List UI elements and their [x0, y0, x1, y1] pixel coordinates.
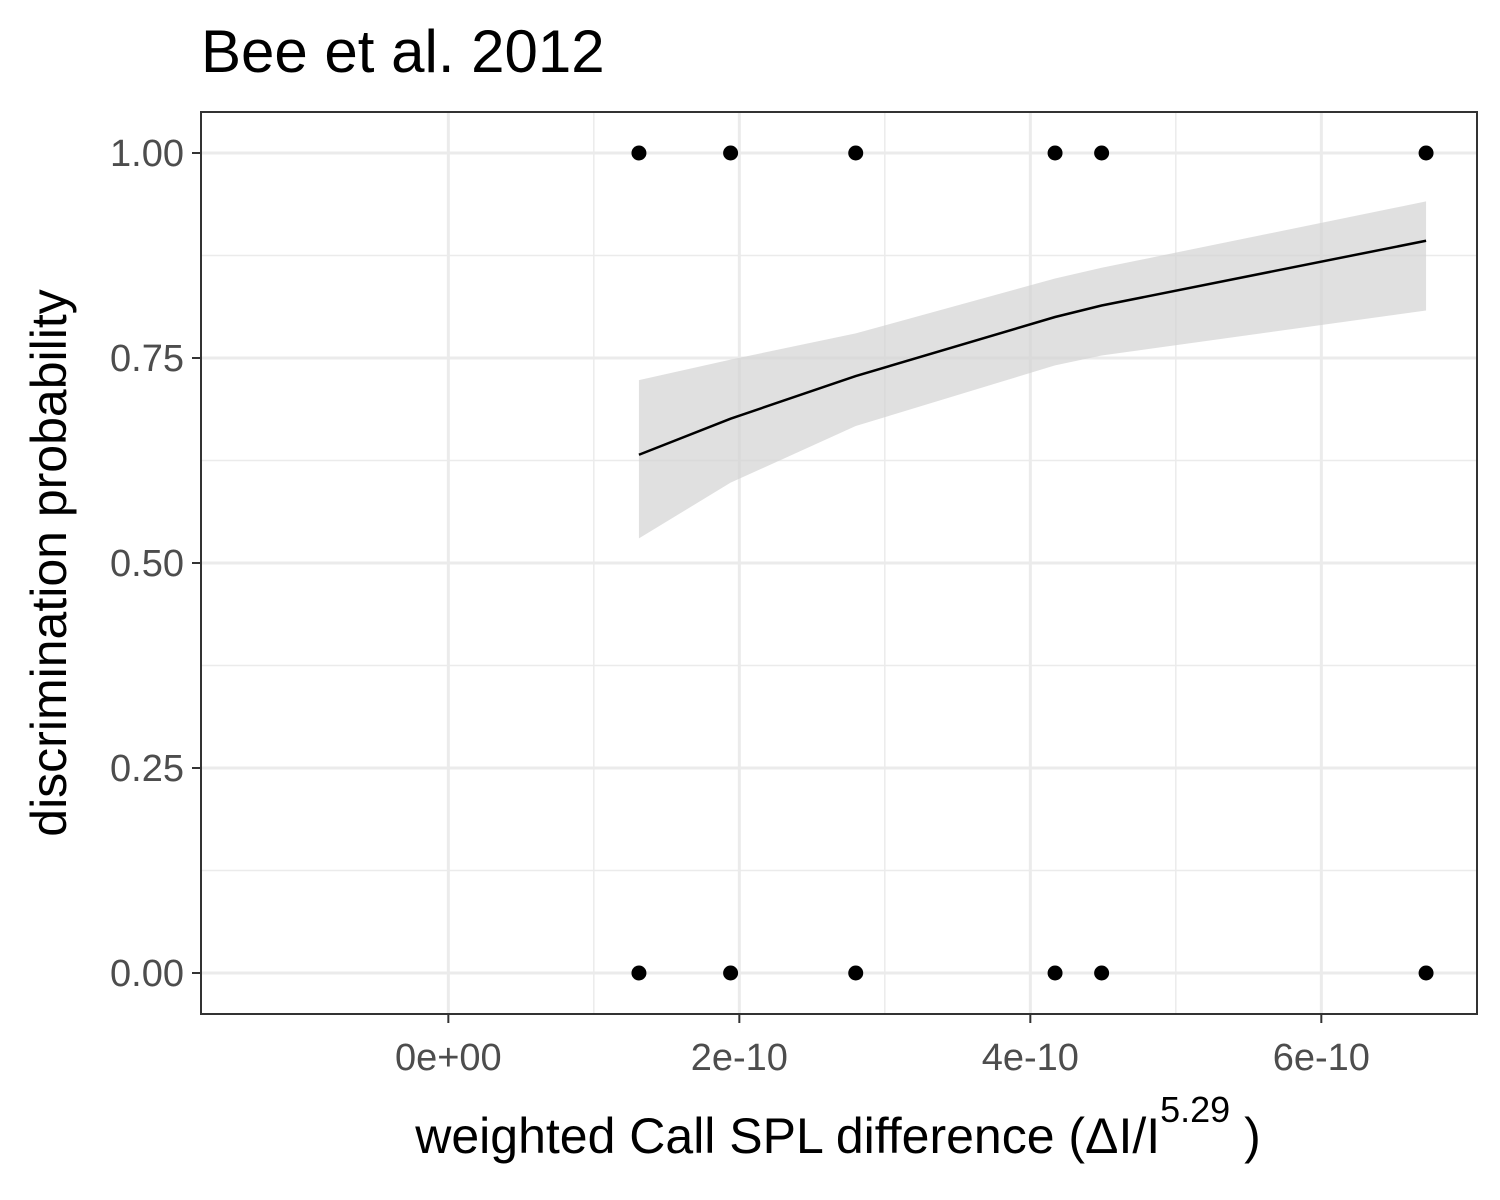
data-point: [723, 965, 739, 981]
data-point: [848, 965, 864, 981]
fit-line-layer: [638, 239, 1427, 456]
x-tick-label: 0e+00: [395, 1037, 502, 1079]
x-tick-label: 4e-10: [982, 1037, 1079, 1079]
x-tick-label: 6e-10: [1273, 1037, 1370, 1079]
data-point: [1047, 965, 1063, 981]
data-point: [1418, 965, 1434, 981]
y-axis-title: discrimination probability: [21, 289, 77, 836]
x-axis-title-close: ): [1230, 1108, 1261, 1164]
data-point: [723, 145, 739, 161]
fit-line: [638, 239, 1427, 456]
data-point: [631, 965, 647, 981]
data-point: [1047, 145, 1063, 161]
data-point: [631, 145, 647, 161]
data-point: [1094, 145, 1110, 161]
y-axis: 0.00 0.25 0.50 0.75 1.00: [110, 133, 201, 995]
y-tick-label: 0.25: [110, 748, 184, 790]
y-tick-label: 1.00: [110, 133, 184, 175]
data-point: [848, 145, 864, 161]
data-point: [1094, 965, 1110, 981]
x-axis-title: weighted Call SPL difference (ΔI/I5.29 ): [414, 1089, 1261, 1164]
x-axis-title-exponent: 5.29: [1160, 1089, 1230, 1130]
chart-title: Bee et al. 2012: [201, 18, 605, 85]
y-tick-label: 0.00: [110, 953, 184, 995]
y-tick-label: 0.50: [110, 543, 184, 585]
x-axis: 0e+00 2e-10 4e-10 6e-10: [395, 1014, 1370, 1079]
data-point: [1418, 145, 1434, 161]
y-tick-label: 0.75: [110, 338, 184, 380]
data-points: [631, 145, 1434, 981]
confidence-band: [638, 201, 1427, 539]
x-tick-label: 2e-10: [691, 1037, 788, 1079]
x-axis-title-main: weighted Call SPL difference (ΔI/I: [414, 1108, 1160, 1164]
confidence-band-layer: [638, 201, 1427, 539]
